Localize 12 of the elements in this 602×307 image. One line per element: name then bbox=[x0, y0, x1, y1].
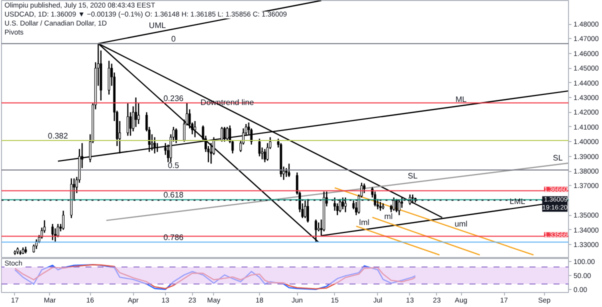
annotation: 0.382 bbox=[48, 131, 68, 140]
annotation: 0 bbox=[171, 34, 176, 44]
annotation: UML bbox=[148, 21, 166, 30]
annotation: 0.618 bbox=[163, 190, 184, 200]
annotation: 0.236 bbox=[163, 94, 184, 103]
annotation: ML bbox=[455, 94, 468, 104]
annotation: SL bbox=[552, 153, 564, 162]
annotation: lml bbox=[359, 218, 370, 227]
annotation: 0.5 bbox=[168, 161, 180, 170]
annotation: ml bbox=[384, 212, 393, 221]
annotation: SL bbox=[408, 171, 418, 180]
annotation: uml bbox=[454, 219, 468, 228]
